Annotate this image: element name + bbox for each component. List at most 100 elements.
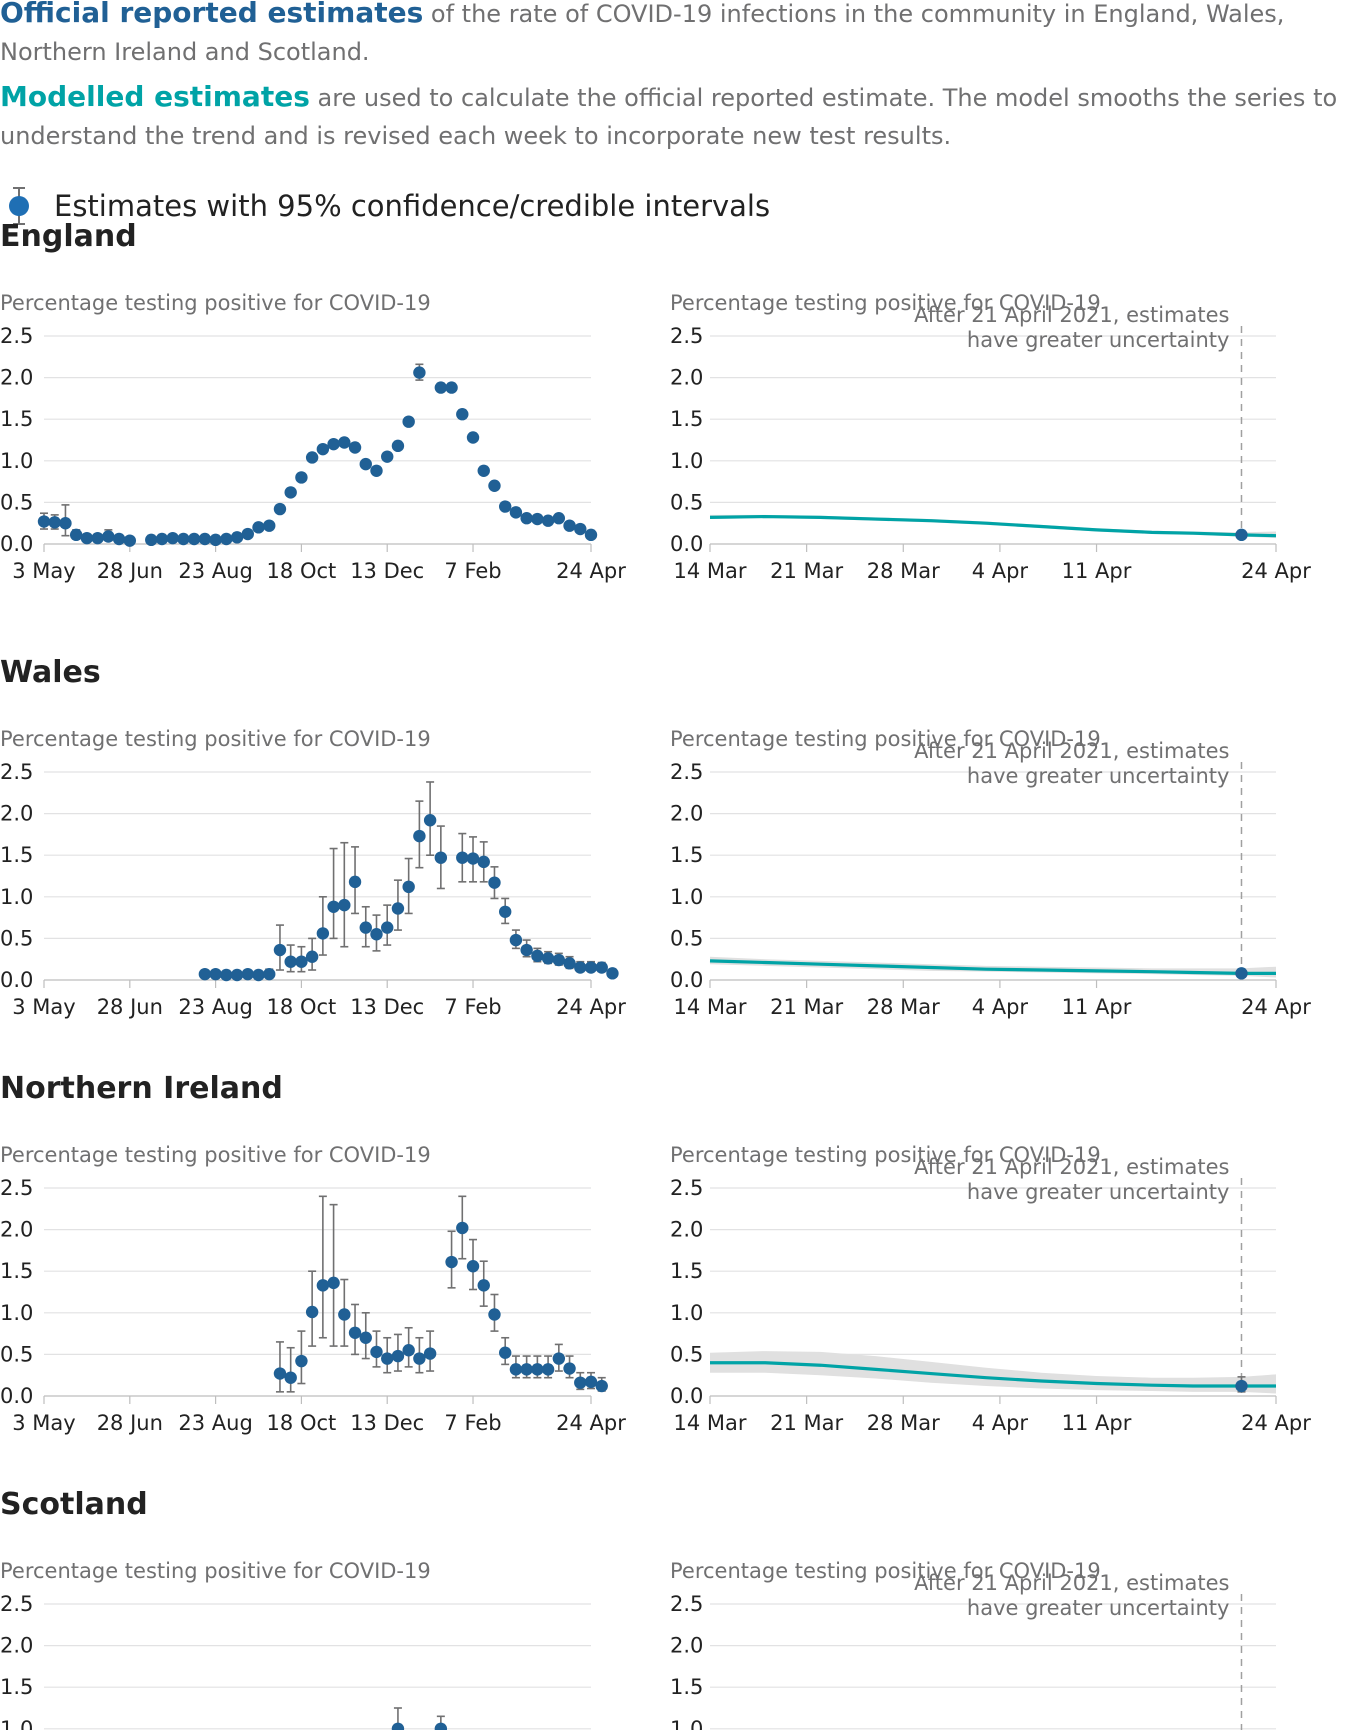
x-tick-label: 14 Mar — [673, 995, 746, 1019]
data-point — [391, 439, 405, 453]
y-tick-label: 0.0 — [670, 1384, 703, 1408]
uncertainty-annotation: have greater uncertainty — [967, 1596, 1230, 1620]
y-tick-label: 1.0 — [0, 1717, 33, 1730]
data-point — [563, 519, 576, 532]
y-tick-label: 0.0 — [670, 968, 703, 992]
data-point — [241, 967, 254, 981]
y-tick-label: 2.5 — [0, 1592, 33, 1616]
x-tick-label: 4 Apr — [972, 1411, 1029, 1435]
data-point — [413, 366, 426, 379]
data-point — [359, 457, 372, 471]
y-tick-label: 1.0 — [670, 449, 703, 473]
data-point — [466, 1260, 480, 1273]
data-point — [531, 1363, 544, 1376]
data-point — [456, 408, 469, 421]
data-point — [59, 517, 72, 530]
y-tick-label: 2.0 — [670, 1634, 703, 1658]
y-tick-label: 1.0 — [670, 885, 703, 909]
data-point — [466, 431, 480, 444]
data-point — [541, 514, 555, 527]
y-tick-label: 1.5 — [0, 1259, 33, 1283]
y-tick-label: 2.5 — [670, 1176, 703, 1200]
data-point — [273, 1367, 287, 1380]
data-point — [574, 522, 587, 536]
credible-interval-band — [710, 956, 1276, 978]
x-tick-label: 11 Apr — [1062, 559, 1132, 583]
data-point — [123, 534, 137, 547]
data-point — [563, 957, 576, 970]
data-point — [466, 852, 480, 865]
data-point — [520, 1363, 533, 1376]
data-point — [595, 961, 608, 974]
data-point — [552, 953, 566, 967]
uncertainty-annotation: have greater uncertainty — [967, 328, 1230, 352]
y-tick-label: 2.0 — [0, 1634, 33, 1658]
x-tick-label: 28 Mar — [867, 995, 940, 1019]
y-tick-label: 2.5 — [0, 1176, 33, 1200]
data-point — [327, 1276, 340, 1290]
data-point — [541, 952, 555, 965]
data-point — [434, 1722, 448, 1730]
data-point — [370, 464, 383, 477]
x-tick-label: 28 Jun — [97, 1411, 163, 1435]
data-point — [552, 512, 566, 525]
data-point — [241, 527, 254, 541]
data-point — [284, 1371, 297, 1384]
data-point — [284, 955, 297, 968]
data-point — [445, 381, 458, 394]
data-point — [402, 1344, 415, 1357]
data-point — [112, 532, 126, 546]
data-point — [102, 530, 115, 543]
y-tick-label: 1.0 — [0, 1301, 33, 1325]
data-point — [370, 1345, 383, 1359]
data-point — [423, 1347, 437, 1360]
x-tick-label: 28 Mar — [867, 559, 940, 583]
y-tick-label: 0.5 — [0, 926, 33, 950]
data-point — [498, 905, 512, 918]
data-point — [177, 532, 190, 546]
data-point — [370, 928, 383, 941]
y-tick-label: 2.5 — [0, 324, 33, 348]
x-tick-label: 23 Aug — [178, 559, 252, 583]
data-point — [488, 479, 501, 492]
data-point — [359, 921, 372, 934]
y-tick-label: 2.0 — [0, 1218, 33, 1242]
y-tick-label: 1.5 — [0, 407, 33, 431]
data-point — [359, 1331, 372, 1344]
x-tick-label: 24 Apr — [556, 1411, 626, 1435]
data-point — [477, 855, 490, 869]
data-point — [220, 532, 233, 546]
chart-title: Percentage testing positive for COVID-19 — [0, 1143, 431, 1167]
y-tick-label: 0.5 — [0, 490, 33, 514]
data-point — [456, 851, 469, 864]
chart-title: Percentage testing positive for COVID-19 — [0, 727, 431, 751]
legend-label: Estimates with 95% confidence/credible i… — [54, 189, 771, 223]
x-tick-label: 11 Apr — [1062, 1411, 1132, 1435]
y-tick-label: 2.0 — [0, 802, 33, 826]
y-tick-label: 1.5 — [0, 843, 33, 867]
data-point — [509, 506, 523, 519]
x-tick-label: 21 Mar — [770, 995, 843, 1019]
data-point — [584, 961, 598, 974]
chart-title: Percentage testing positive for COVID-19 — [670, 1143, 1101, 1167]
x-tick-label: 18 Oct — [267, 559, 337, 583]
chart-northern-ireland-official: Percentage testing positive for COVID-19… — [0, 1143, 626, 1435]
y-tick-label: 2.0 — [670, 802, 703, 826]
x-tick-label: 3 May — [12, 559, 75, 583]
data-point — [305, 451, 319, 464]
country-title-scotland: Scotland — [0, 1487, 148, 1522]
data-point — [273, 943, 287, 957]
x-tick-label: 24 Apr — [556, 559, 626, 583]
data-point — [48, 516, 61, 529]
chart-title: Percentage testing positive for COVID-19 — [670, 1559, 1101, 1583]
data-point — [69, 528, 83, 542]
data-point — [198, 532, 212, 546]
y-tick-label: 0.0 — [670, 532, 703, 556]
chart-scotland-modelled: Percentage testing positive for COVID-19… — [670, 1559, 1276, 1730]
chart-title: Percentage testing positive for COVID-19 — [0, 291, 431, 315]
y-tick-label: 1.0 — [670, 1301, 703, 1325]
data-point — [391, 1349, 405, 1363]
data-point — [37, 515, 51, 528]
data-point — [477, 1279, 490, 1292]
y-tick-label: 2.5 — [670, 760, 703, 784]
